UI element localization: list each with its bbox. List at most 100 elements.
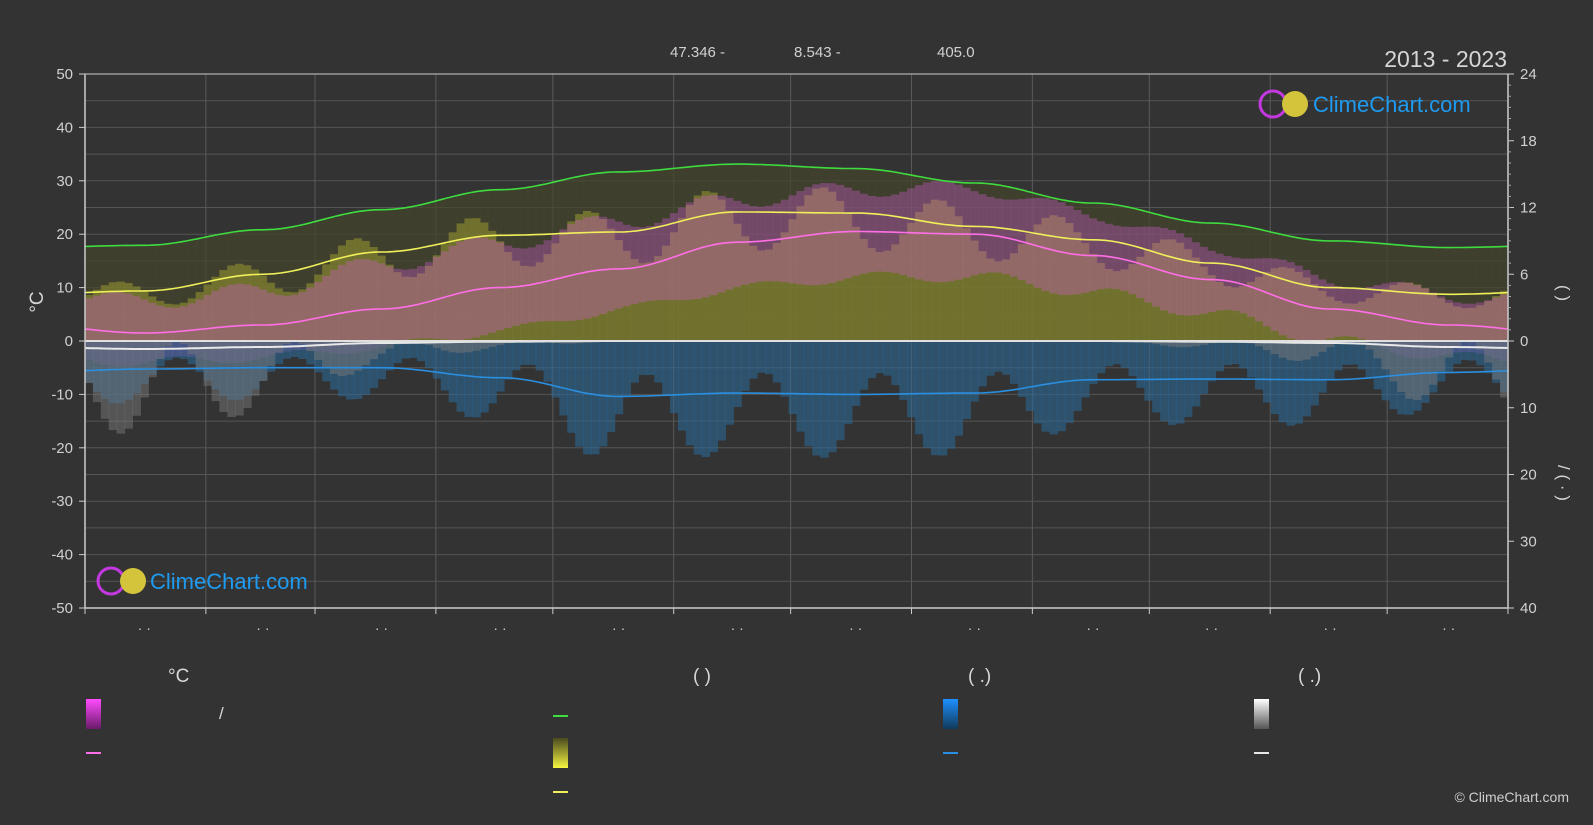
snow-bar: [337, 341, 347, 377]
sunshine-bar: [1239, 285, 1248, 341]
temp-range-bar: [883, 196, 892, 272]
temp-range-bar: [551, 234, 560, 322]
sunshine-bar: [559, 231, 568, 341]
snow-bar: [1255, 341, 1264, 347]
sunshine-bar: [598, 219, 608, 341]
sunshine-bar: [258, 275, 268, 341]
precip-bar: [1334, 341, 1343, 371]
precip-bar: [1341, 341, 1351, 365]
snow-bar: [1397, 341, 1406, 392]
temp-range-bar: [614, 221, 624, 309]
sunshine-bar: [970, 240, 979, 341]
temp-range-bar: [480, 237, 489, 336]
sunshine-bar: [464, 218, 473, 341]
snow-bar: [1168, 341, 1177, 347]
precip-bar: [1128, 341, 1138, 377]
x-tick-label: · ·: [1205, 620, 1218, 636]
snow-bar: [1500, 341, 1509, 398]
temp-range-bar: [1223, 256, 1232, 310]
precip-bar: [393, 341, 402, 364]
sunshine-bar: [1168, 239, 1177, 341]
sunshine-bar: [488, 230, 497, 341]
precip-bar: [1096, 341, 1106, 374]
temp-range-bar: [1081, 214, 1090, 293]
sunshine-bar: [922, 203, 932, 341]
y-tick-label: 40: [56, 119, 73, 136]
logo-text: ClimeChart.com: [1313, 92, 1471, 117]
snow-bar: [1444, 341, 1454, 358]
precip-bar: [1215, 341, 1224, 372]
sunshine-bar: [1215, 281, 1224, 341]
snow-bar: [298, 341, 307, 344]
precip-bar: [1009, 341, 1019, 384]
sunshine-bar: [1175, 242, 1185, 341]
temp-range-bar: [646, 225, 655, 302]
sunshine-bar: [677, 217, 687, 341]
sunshine-bar: [1428, 292, 1438, 341]
sunshine-bar: [156, 300, 165, 341]
temp-range-bar: [1089, 218, 1098, 291]
temp-range-bar: [132, 296, 141, 366]
temp-range-bar: [938, 180, 948, 283]
precip-bar: [622, 341, 632, 397]
sunshine-bar: [551, 243, 560, 341]
sunshine-bar: [567, 221, 576, 341]
precip-bar: [1255, 341, 1264, 390]
sunshine-bar: [235, 263, 244, 341]
temp-range-bar: [1041, 198, 1051, 291]
snow-bar: [1286, 341, 1296, 361]
precip-bar: [867, 341, 877, 379]
precip-bar: [575, 341, 584, 447]
sunshine-bar: [298, 289, 307, 341]
daylight-bar: [179, 242, 189, 341]
precip-bar: [638, 341, 647, 376]
precip-bar: [1270, 341, 1280, 415]
sunshine-bar: [393, 272, 402, 341]
temp-range-bar: [369, 260, 379, 349]
sunshine-bar: [282, 291, 292, 341]
sunshine-bar: [693, 195, 703, 341]
sunshine-bar: [1049, 215, 1058, 341]
temp-range-bar: [1468, 303, 1477, 353]
temp-range-bar: [559, 229, 568, 322]
sunshine-bar: [994, 261, 1003, 341]
temp-range-bar: [337, 264, 347, 354]
precip-bar: [883, 341, 892, 376]
legend-sunshine-swatch: [553, 738, 568, 768]
snow-bar: [377, 341, 387, 354]
snow-bar: [1318, 341, 1327, 352]
temp-range-bar: [1002, 199, 1011, 275]
temp-range-bar: [922, 182, 932, 282]
precip-bar: [1002, 341, 1011, 375]
snow-bar: [156, 341, 165, 360]
temp-range-bar: [772, 203, 782, 282]
precip-bar: [1049, 341, 1058, 435]
snow-bar: [567, 341, 576, 344]
precip-bar: [1278, 341, 1288, 423]
temp-range-bar: [1318, 279, 1327, 340]
snow-bar: [1278, 341, 1288, 358]
sunshine-bar: [756, 250, 766, 341]
legend-snow-head: ( .): [1298, 666, 1322, 687]
temp-range-bar: [314, 281, 323, 352]
daylight-bar: [1239, 225, 1248, 341]
y2-tick-label: 30: [1520, 533, 1537, 550]
precip-bar: [543, 341, 553, 382]
snow-bar: [219, 341, 228, 413]
sunshine-bar: [456, 223, 466, 341]
temp-range-bar: [1365, 286, 1375, 342]
precip-bar: [1207, 341, 1217, 382]
precip-bar: [1112, 341, 1122, 365]
snow-bar: [1294, 341, 1304, 361]
sunshine-bar: [1255, 276, 1264, 341]
precip-bar: [511, 341, 521, 371]
sunshine-bar: [788, 219, 798, 341]
years-label: 2013 - 2023: [1384, 46, 1507, 72]
sunshine-bar: [1381, 288, 1391, 341]
precip-bar: [922, 341, 932, 448]
precip-bar: [970, 341, 979, 402]
temp-range-bar: [1144, 226, 1153, 303]
snow-bar: [211, 341, 220, 402]
sunshine-bar: [670, 232, 679, 341]
daylight-bar: [1223, 223, 1232, 341]
